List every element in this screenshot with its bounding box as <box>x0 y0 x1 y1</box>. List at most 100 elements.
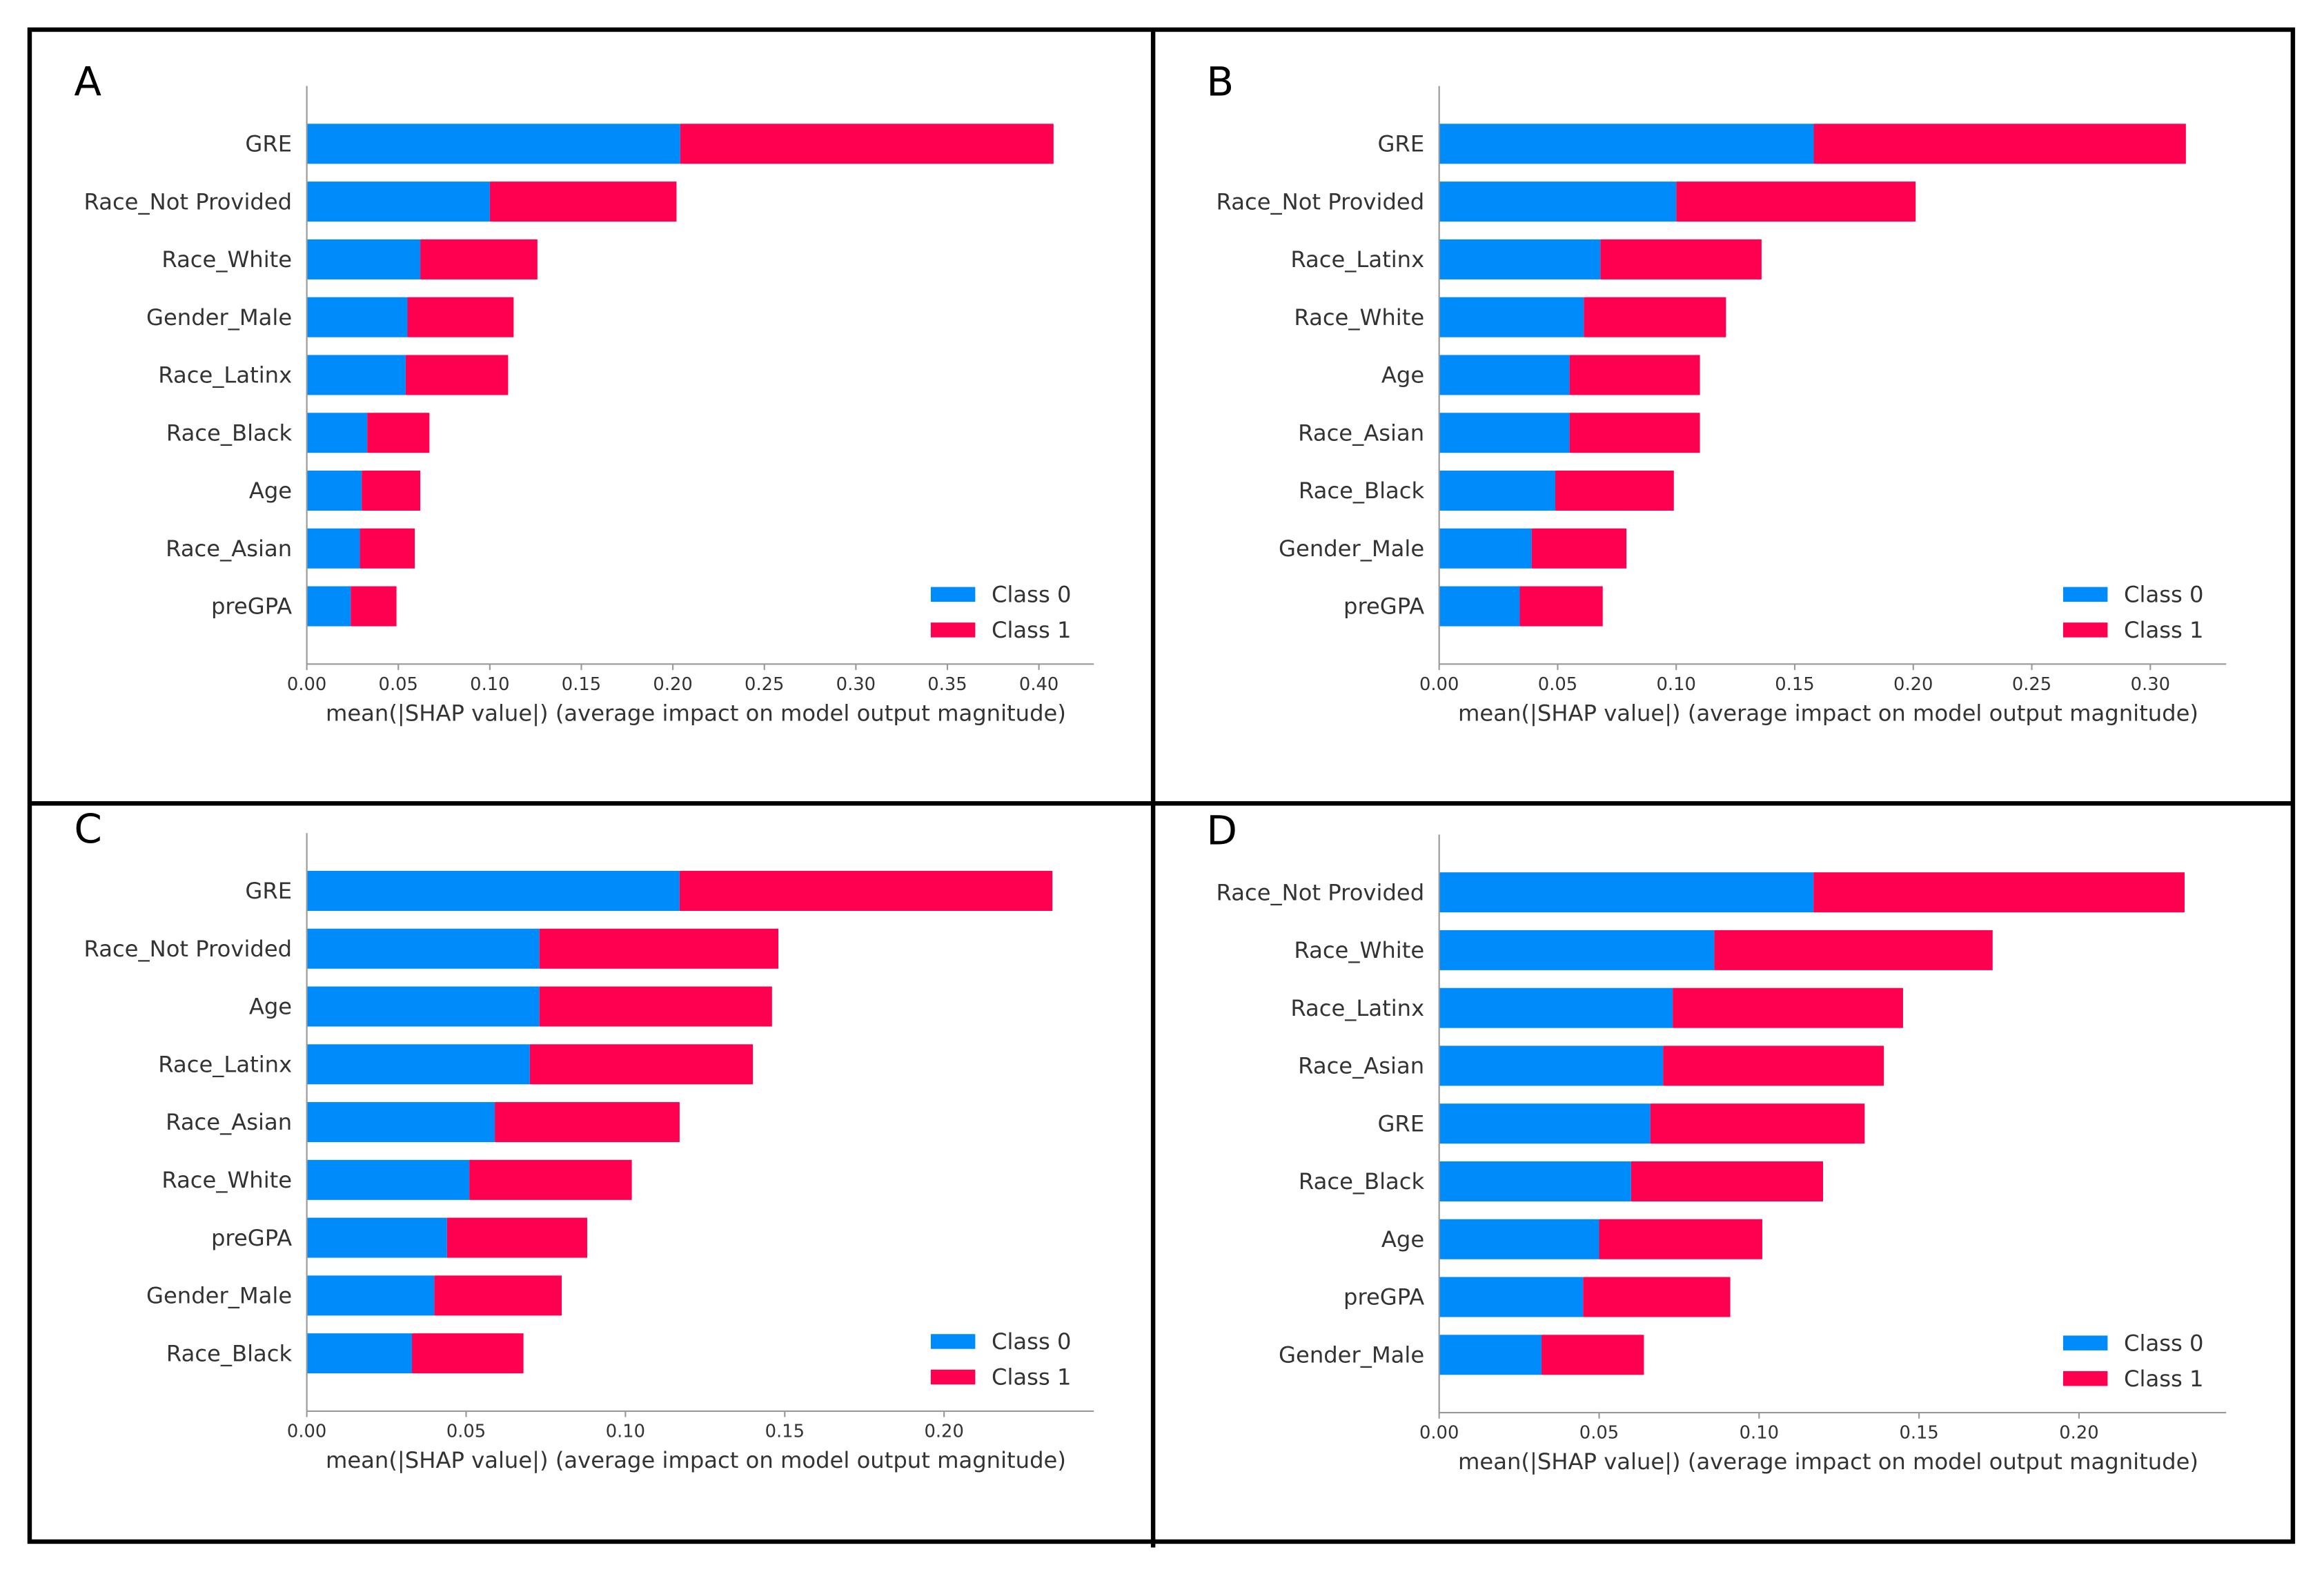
x-tick-label: 0.05 <box>1538 674 1577 695</box>
x-tick-label: 0.15 <box>1775 674 1814 695</box>
y-tick-label: Race_White <box>161 1167 292 1193</box>
bar-segment <box>306 1044 530 1085</box>
x-tick-label: 0.10 <box>606 1422 645 1442</box>
legend-label: Class 0 <box>992 1328 1072 1355</box>
y-tick-label: GRE <box>245 878 292 904</box>
y-tick-label: Gender_Male <box>1279 536 1424 562</box>
bar-segment <box>360 528 415 569</box>
x-tick-label: 0.00 <box>287 1422 326 1442</box>
bar-segment <box>1439 239 1601 279</box>
bar-segment <box>407 297 514 337</box>
bar-segment <box>1439 1045 1664 1086</box>
x-tick-label: 0.15 <box>562 674 601 695</box>
y-tick-label: Race_Not Provided <box>84 188 293 215</box>
x-tick-label: 0.30 <box>2131 674 2170 695</box>
bar-segment <box>1663 1045 1884 1086</box>
bar-segment <box>1439 1335 1542 1375</box>
y-tick-label: Race_White <box>1294 937 1424 963</box>
legend-label: Class 1 <box>992 617 1072 643</box>
bar-segment <box>1714 930 1993 970</box>
bar-segment <box>539 928 779 969</box>
bar-segment <box>1569 355 1700 395</box>
legend-swatch <box>930 622 976 638</box>
bar-segment <box>680 124 1054 164</box>
legend-label: Class 0 <box>2124 582 2204 608</box>
x-tick-label: 0.20 <box>2059 1423 2098 1444</box>
y-tick-label: preGPA <box>1343 593 1424 620</box>
frame <box>27 27 2296 1544</box>
y-tick-label: Race_Latinx <box>158 1051 292 1077</box>
bar-segment <box>1599 1219 1762 1259</box>
y-tick-label: GRE <box>1377 1110 1424 1137</box>
panel-label: C <box>74 805 101 852</box>
x-axis-label: mean(|SHAP value|) (average impact on mo… <box>1458 700 2198 726</box>
bar-segment <box>306 355 406 395</box>
legend-label: Class 1 <box>2124 617 2204 643</box>
y-tick-label: Race_Asian <box>1298 420 1424 446</box>
x-tick-label: 0.10 <box>1657 674 1696 695</box>
bar-segment <box>351 586 397 627</box>
y-tick-label: Age <box>249 478 292 504</box>
bar-segment <box>1631 1161 1824 1201</box>
y-tick-label: Race_Latinx <box>1290 246 1424 273</box>
x-tick-label: 0.15 <box>1899 1423 1938 1444</box>
bar-segment <box>306 528 360 569</box>
panel-label: D <box>1206 807 1237 854</box>
bar-segment <box>679 870 1053 911</box>
y-tick-label: preGPA <box>1343 1284 1424 1310</box>
bar-segment <box>434 1275 562 1316</box>
bar-segment <box>1650 1103 1865 1144</box>
x-tick-label: 0.10 <box>470 674 509 695</box>
y-tick-label: Race_Asian <box>1298 1053 1424 1079</box>
bar-segment <box>1583 1277 1731 1317</box>
x-tick-label: 0.05 <box>379 674 418 695</box>
bar-segment <box>306 471 362 511</box>
x-tick-label: 0.00 <box>1419 674 1459 695</box>
x-tick-label: 0.40 <box>1019 674 1058 695</box>
x-tick-label: 0.20 <box>653 674 692 695</box>
x-tick-label: 0.20 <box>1893 674 1933 695</box>
legend-label: Class 0 <box>2124 1330 2204 1356</box>
bar-segment <box>306 870 680 911</box>
bar-segment <box>306 1102 495 1143</box>
x-axis-label: mean(|SHAP value|) (average impact on mo… <box>326 1447 1066 1473</box>
y-tick-label: Gender_Male <box>1279 1342 1424 1368</box>
y-tick-label: Race_Black <box>1299 478 1425 504</box>
bar-segment <box>306 124 680 164</box>
bar-segment <box>412 1333 524 1374</box>
x-axis-label: mean(|SHAP value|) (average impact on mo… <box>1458 1448 2198 1475</box>
bar-segment <box>1542 1335 1644 1375</box>
x-axis-label: mean(|SHAP value|) (average impact on mo… <box>326 700 1066 726</box>
bar-segment <box>539 986 772 1027</box>
bar-segment <box>495 1102 680 1143</box>
bar-segment <box>306 928 540 969</box>
bar-segment <box>1439 1103 1651 1144</box>
x-tick-label: 0.00 <box>1419 1423 1459 1444</box>
bar-segment <box>306 986 540 1027</box>
bar-segment <box>306 1275 435 1316</box>
y-tick-label: GRE <box>1377 131 1424 157</box>
bar-segment <box>489 181 677 222</box>
x-tick-label: 0.35 <box>927 674 967 695</box>
y-tick-label: Age <box>249 994 292 1020</box>
y-tick-label: Race_Asian <box>166 1109 292 1135</box>
legend-swatch <box>2062 1335 2108 1350</box>
x-tick-label: 0.25 <box>745 674 784 695</box>
bar-segment <box>1813 872 2185 913</box>
bar-segment <box>1439 1161 1631 1201</box>
bar-segment <box>306 239 421 279</box>
legend-label: Class 1 <box>2124 1366 2204 1392</box>
bar-segment <box>1569 413 1700 453</box>
bar-segment <box>306 1159 470 1200</box>
y-tick-label: Race_Black <box>166 420 293 446</box>
x-tick-label: 0.25 <box>2012 674 2051 695</box>
x-tick-label: 0.00 <box>287 674 326 695</box>
bar-segment <box>1439 1219 1599 1259</box>
bar-segment <box>367 413 430 453</box>
bar-segment <box>1439 471 1556 511</box>
y-tick-label: Age <box>1381 362 1424 389</box>
bar-segment <box>306 1217 447 1258</box>
y-tick-label: Race_White <box>1294 304 1424 331</box>
